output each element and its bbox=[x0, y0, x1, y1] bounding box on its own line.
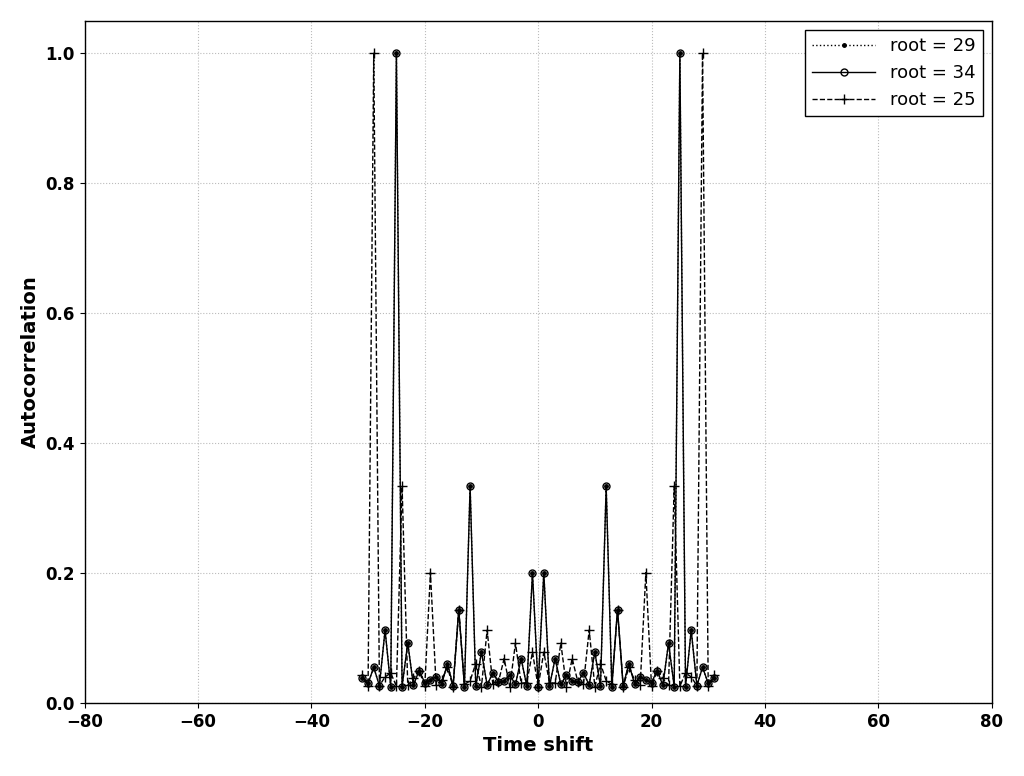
root = 34 bbox=[532, 682, 545, 691]
root = 25 bbox=[356, 670, 369, 680]
root = 34 bbox=[526, 568, 539, 577]
root = 29 bbox=[674, 49, 686, 58]
root = 29 bbox=[702, 679, 715, 688]
root = 25 bbox=[538, 647, 550, 656]
root = 34 bbox=[470, 681, 482, 691]
root = 34 bbox=[611, 605, 624, 615]
root = 25 bbox=[708, 670, 720, 680]
root = 25 bbox=[605, 680, 617, 689]
root = 29 bbox=[708, 674, 720, 683]
X-axis label: Time shift: Time shift bbox=[483, 736, 593, 755]
root = 34 bbox=[702, 679, 715, 688]
root = 25 bbox=[520, 678, 532, 688]
root = 29 bbox=[356, 674, 369, 683]
root = 34 bbox=[390, 49, 402, 58]
root = 29 bbox=[520, 681, 532, 691]
root = 25 bbox=[532, 682, 545, 691]
root = 29 bbox=[464, 482, 476, 491]
root = 34 bbox=[544, 681, 556, 691]
root = 29 bbox=[532, 682, 545, 691]
root = 25 bbox=[464, 676, 476, 685]
root = 25 bbox=[696, 49, 709, 58]
root = 29 bbox=[453, 605, 465, 615]
root = 34 bbox=[459, 682, 471, 691]
Y-axis label: Autocorrelation: Autocorrelation bbox=[20, 275, 40, 449]
Line: root = 34: root = 34 bbox=[359, 50, 718, 690]
root = 29 bbox=[538, 568, 550, 577]
Line: root = 29: root = 29 bbox=[359, 50, 718, 690]
root = 34 bbox=[356, 674, 369, 683]
root = 25 bbox=[702, 681, 715, 691]
root = 25 bbox=[453, 605, 465, 615]
Legend: root = 29, root = 34, root = 25: root = 29, root = 34, root = 25 bbox=[805, 29, 983, 116]
Line: root = 25: root = 25 bbox=[357, 48, 719, 691]
root = 34 bbox=[708, 674, 720, 683]
root = 29 bbox=[605, 682, 617, 691]
